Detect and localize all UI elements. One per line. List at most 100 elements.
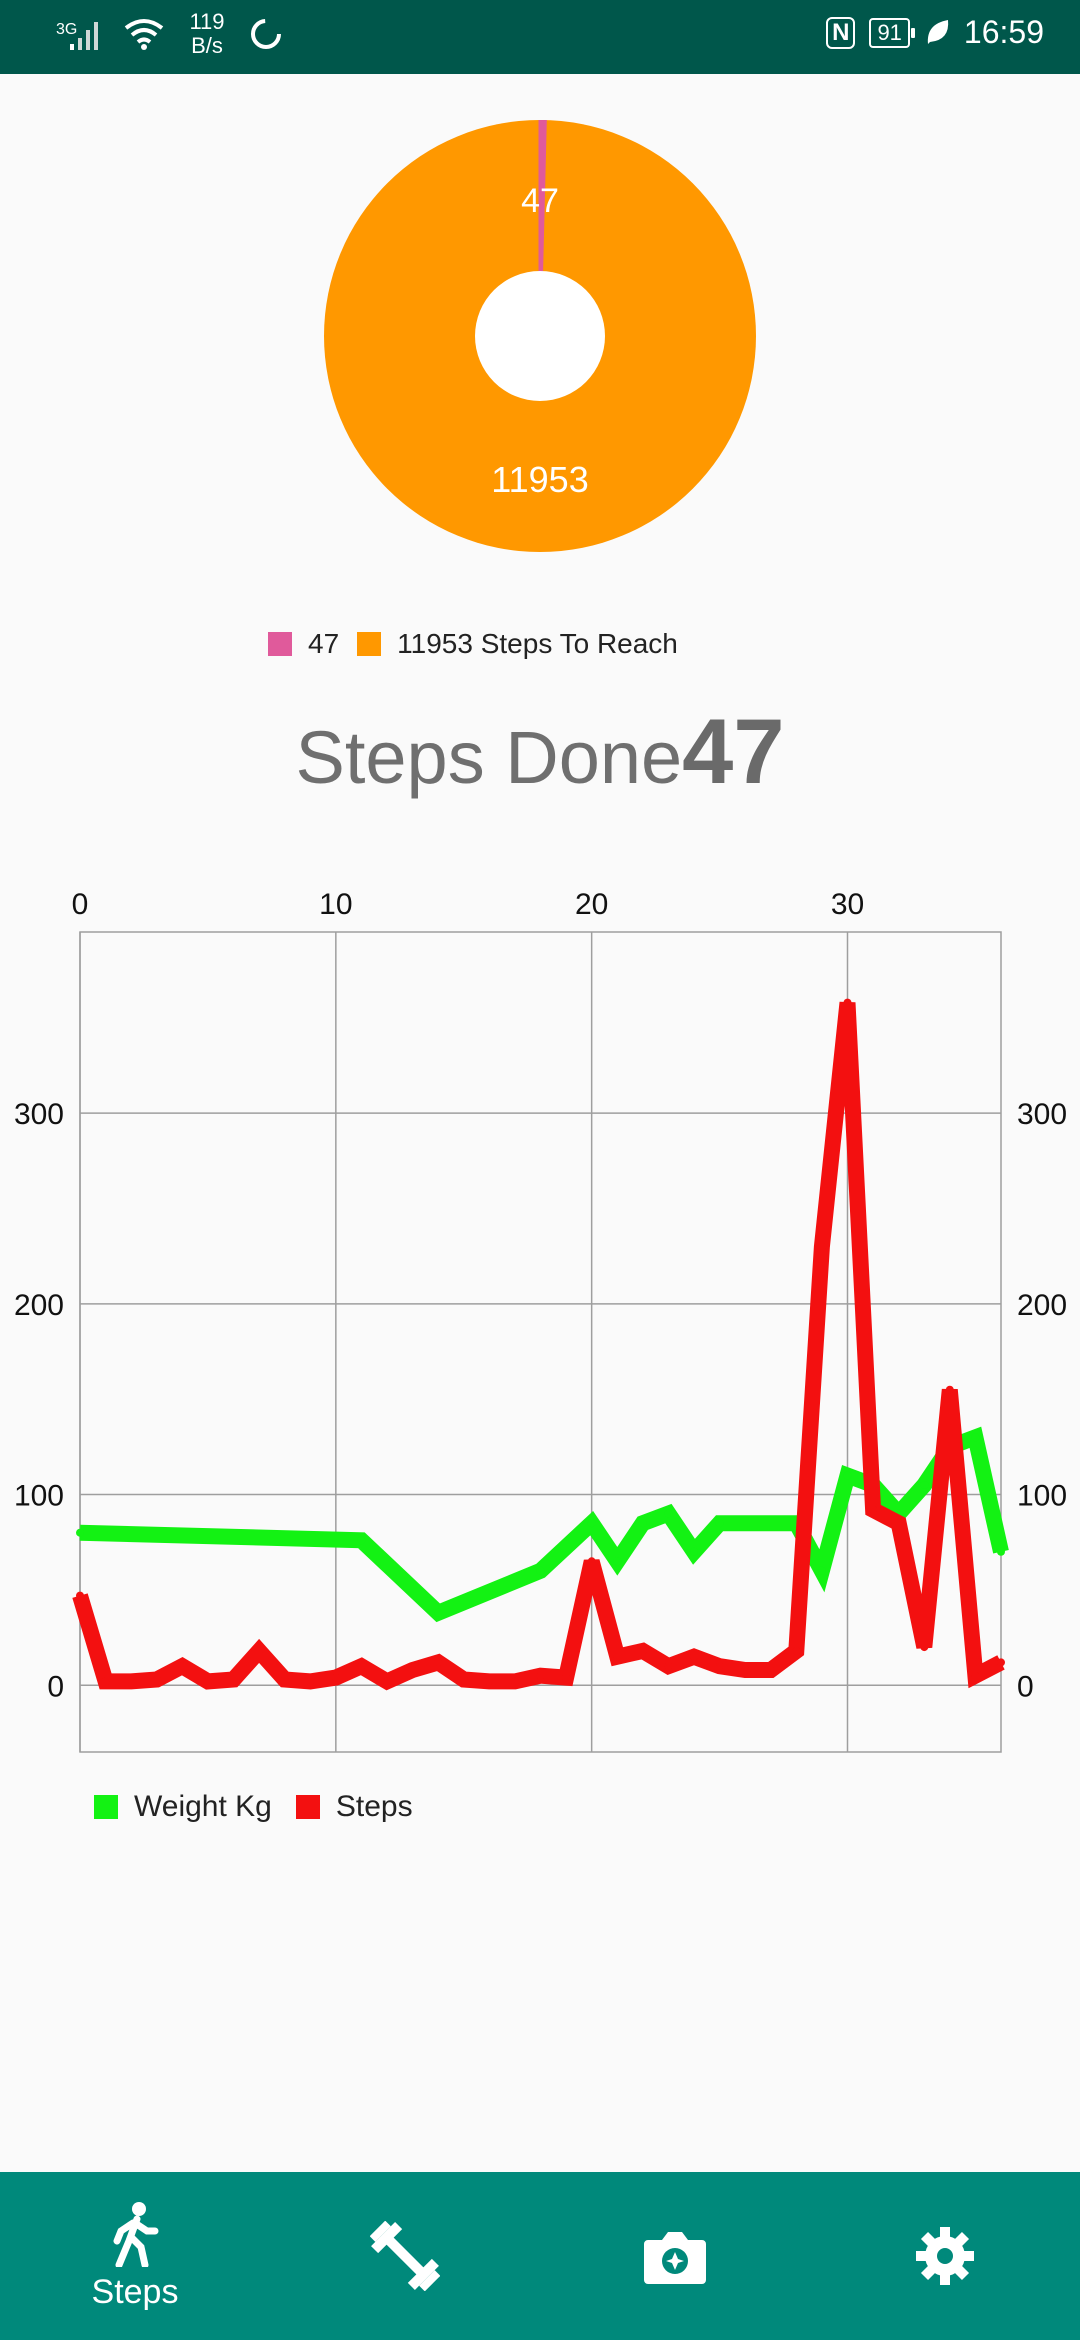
legend-label-steps: Steps <box>335 1790 413 1823</box>
dumbbell-icon <box>370 2221 440 2291</box>
data-point <box>843 1471 852 1480</box>
data-point <box>664 1662 673 1671</box>
legend-label-remaining: 11953 Steps To Reach <box>397 628 678 659</box>
y-tick-label-right: 200 <box>1017 1289 1067 1322</box>
data-point <box>715 1519 724 1528</box>
y-tick-label-left: 200 <box>14 1289 64 1322</box>
nav-item-camera[interactable] <box>575 2226 775 2286</box>
network-type: 3G <box>56 21 77 38</box>
status-left: 3G 119 B/s <box>52 10 284 58</box>
y-tick-label-right: 0 <box>1017 1670 1034 1703</box>
donut-hole <box>475 271 605 401</box>
data-point <box>817 1566 826 1575</box>
data-point <box>357 1662 366 1671</box>
y-tick-label-left: 100 <box>14 1480 64 1513</box>
data-point <box>613 1557 622 1566</box>
data-point <box>434 1658 443 1667</box>
steps-done-summary: Steps Done47 <box>0 700 1080 805</box>
camera-icon <box>644 2232 706 2284</box>
legend-swatch-remaining <box>357 632 382 656</box>
data-point <box>562 1673 571 1682</box>
steps-done-prefix: Steps Done <box>295 716 683 799</box>
data-point <box>127 1677 136 1686</box>
net-speed: 119 B/s <box>180 10 234 58</box>
y-tick-label-right: 100 <box>1017 1480 1067 1513</box>
legend-item-weight: Weight Kg <box>94 1790 272 1824</box>
leaf-icon <box>927 19 949 44</box>
data-point <box>971 1671 980 1680</box>
data-point <box>280 1675 289 1684</box>
data-point <box>638 1519 647 1528</box>
legend-item-steps: Steps <box>295 1790 413 1824</box>
series-line-steps <box>72 1001 1005 1691</box>
data-point <box>587 1557 596 1566</box>
data-point <box>510 1677 519 1686</box>
data-point <box>76 1591 84 1600</box>
data-point <box>638 1646 647 1655</box>
data-point <box>587 1519 596 1528</box>
data-point <box>203 1677 212 1686</box>
legend-label-weight: Weight Kg <box>134 1790 272 1823</box>
history-line-chart[interactable]: 0 10 20 30 0 0 100 100 200 200 300 300 <box>0 870 1080 1770</box>
nfc-icon: N <box>826 16 856 49</box>
donut-legend: 47 11953 Steps To Reach <box>268 628 696 660</box>
data-point <box>817 1242 826 1251</box>
data-point <box>715 1662 724 1671</box>
x-tick-label: 10 <box>319 888 352 921</box>
data-point <box>690 1547 698 1556</box>
data-point <box>920 1481 929 1489</box>
data-point <box>459 1675 468 1684</box>
data-point <box>536 1671 545 1680</box>
x-tick-label: 0 <box>72 888 89 921</box>
bottom-navigation: Steps <box>0 2172 1080 2340</box>
legend-item-done: 47 <box>268 628 339 660</box>
walk-icon <box>113 2201 159 2267</box>
data-point <box>101 1677 110 1686</box>
battery-icon: 91 <box>869 17 916 48</box>
data-point <box>255 1646 264 1655</box>
data-point <box>894 1519 903 1528</box>
nav-item-settings[interactable] <box>845 2225 1045 2287</box>
data-point <box>997 1658 1005 1667</box>
data-point <box>408 1666 417 1674</box>
legend-swatch-steps <box>295 1795 320 1819</box>
legend-label-done: 47 <box>308 628 340 659</box>
y-tick-label-right: 300 <box>1017 1098 1067 1131</box>
data-point <box>434 1608 443 1617</box>
net-speed-value: 119 <box>189 9 225 34</box>
data-point <box>997 1547 1005 1556</box>
donut-done-label: 47 <box>521 182 559 220</box>
steps-done-value: 47 <box>682 701 785 803</box>
data-point <box>357 1536 366 1545</box>
steps-donut-chart[interactable]: 47 11953 <box>324 118 756 552</box>
data-point <box>920 1643 929 1652</box>
data-point <box>613 1652 622 1661</box>
data-point <box>229 1675 238 1684</box>
nav-item-steps[interactable]: Steps <box>35 2201 235 2312</box>
data-point <box>331 1673 340 1682</box>
status-right: N 91 16:59 <box>826 14 1044 51</box>
legend-swatch-done <box>268 632 292 656</box>
nav-label-steps: Steps <box>91 2272 179 2311</box>
y-tick-label-left: 300 <box>14 1098 64 1131</box>
data-point <box>945 1385 954 1394</box>
status-bar: 3G 119 B/s N 91 16:59 <box>0 0 1080 74</box>
signal-icon: 3G <box>56 21 98 50</box>
data-point <box>383 1677 391 1686</box>
data-point <box>766 1666 775 1674</box>
data-point <box>536 1566 545 1575</box>
nav-item-workout[interactable] <box>305 2221 505 2291</box>
y-tick-label-left: 0 <box>47 1670 64 1703</box>
legend-item-remaining: 11953 Steps To Reach <box>357 628 678 660</box>
data-point <box>843 998 852 1007</box>
data-point <box>971 1433 980 1442</box>
data-point <box>152 1675 161 1684</box>
legend-swatch-weight <box>94 1795 118 1819</box>
data-point <box>792 1646 801 1655</box>
data-point <box>664 1509 673 1518</box>
x-tick-label: 30 <box>831 888 864 921</box>
clock: 16:59 <box>963 14 1044 50</box>
x-tick-label: 20 <box>575 888 608 921</box>
data-point <box>485 1677 494 1686</box>
